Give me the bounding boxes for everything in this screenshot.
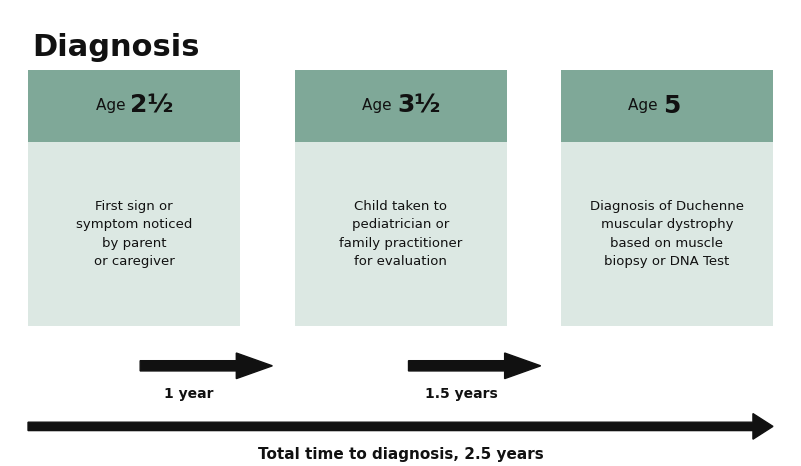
Text: First sign or
symptom noticed
by parent
or caregiver: First sign or symptom noticed by parent … bbox=[76, 200, 192, 268]
Text: 1 year: 1 year bbox=[164, 387, 214, 401]
Text: Child taken to
pediatrician or
family practitioner
for evaluation: Child taken to pediatrician or family pr… bbox=[340, 200, 462, 268]
FancyArrow shape bbox=[140, 353, 272, 378]
FancyArrow shape bbox=[409, 353, 541, 378]
Bar bbox=[28, 70, 240, 326]
Text: 2½: 2½ bbox=[130, 94, 174, 118]
Bar bbox=[28, 70, 240, 142]
Text: 5: 5 bbox=[663, 94, 680, 118]
Bar bbox=[295, 70, 507, 142]
Bar bbox=[561, 70, 773, 326]
Text: Total time to diagnosis, 2.5 years: Total time to diagnosis, 2.5 years bbox=[258, 447, 543, 462]
Bar bbox=[295, 70, 507, 326]
FancyArrow shape bbox=[28, 414, 773, 439]
Text: 3½: 3½ bbox=[396, 94, 441, 118]
Text: Age: Age bbox=[95, 98, 130, 113]
Text: 1.5 years: 1.5 years bbox=[425, 387, 497, 401]
Text: Age: Age bbox=[628, 98, 663, 113]
Text: Diagnosis: Diagnosis bbox=[32, 33, 199, 62]
Text: Diagnosis of Duchenne
muscular dystrophy
based on muscle
biopsy or DNA Test: Diagnosis of Duchenne muscular dystrophy… bbox=[590, 200, 744, 268]
Text: Age: Age bbox=[362, 98, 396, 113]
Bar bbox=[561, 70, 773, 142]
